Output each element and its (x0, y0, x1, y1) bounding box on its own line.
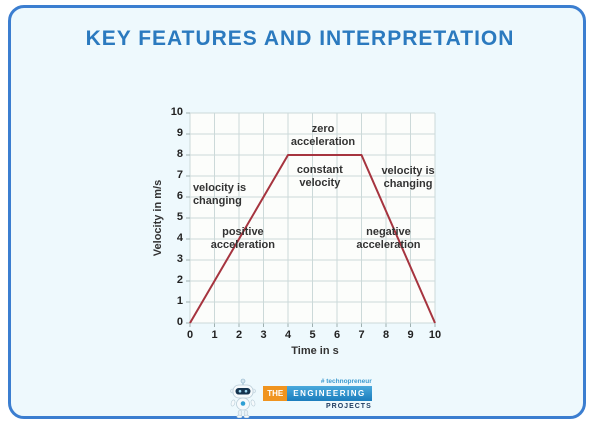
x-tick-label: 3 (260, 329, 267, 341)
y-tick-label: 1 (176, 295, 183, 307)
y-tick-label: 2 (176, 274, 183, 286)
y-tick-label: 7 (176, 169, 183, 181)
annotation-constant-velocity: constant velocity (296, 164, 343, 190)
x-tick-label: 9 (407, 329, 414, 341)
x-tick-label: 7 (358, 329, 365, 341)
x-tick-label: 6 (333, 329, 341, 341)
logo-hashtag: # technopreneur (320, 378, 372, 385)
logo-row: THE ENGINEERING (263, 386, 372, 401)
annotation-velocity-is-changing: velocity is changing (192, 181, 247, 207)
logo-the-badge: THE (263, 386, 288, 401)
y-axis-label: Velocity in m/s (152, 179, 164, 257)
y-tick-label: 9 (176, 127, 183, 139)
logo-engineering-badge: ENGINEERING (287, 386, 372, 401)
page-title: KEY FEATURES AND INTERPRETATION (85, 27, 515, 50)
robot-mascot-icon (230, 378, 257, 418)
y-tick-label: 4 (176, 232, 183, 244)
x-tick-label: 4 (284, 329, 292, 341)
y-tick-label: 8 (176, 148, 183, 160)
logo: # technopreneur THE ENGINEERING PROJECTS (0, 378, 600, 418)
annotation-zero-acceleration: zero acceleration (290, 123, 356, 149)
plot-area (186, 112, 436, 327)
x-tick-label: 5 (309, 329, 316, 341)
annotation-positive-acceleration: positive acceleration (210, 226, 275, 251)
y-tick-label: 6 (176, 190, 183, 202)
logo-projects-label: PROJECTS (326, 403, 372, 410)
x-tick-label: 2 (235, 329, 243, 341)
logo-text: # technopreneur THE ENGINEERING PROJECTS (263, 378, 372, 410)
annotation-velocity-is-changing: velocity is changing (381, 165, 435, 191)
y-tick-label: 10 (170, 106, 183, 118)
y-tick-label: 0 (176, 316, 183, 328)
annotation-negative-acceleration: negative acceleration (356, 226, 421, 251)
x-tick-label: 1 (211, 329, 218, 341)
x-tick-label: 8 (382, 329, 390, 341)
x-axis-label: Time in s (291, 345, 339, 357)
x-tick-label: 0 (186, 329, 194, 341)
x-tick-label: 10 (428, 329, 442, 341)
y-tick-label: 5 (176, 211, 183, 223)
y-tick-label: 3 (176, 253, 183, 265)
